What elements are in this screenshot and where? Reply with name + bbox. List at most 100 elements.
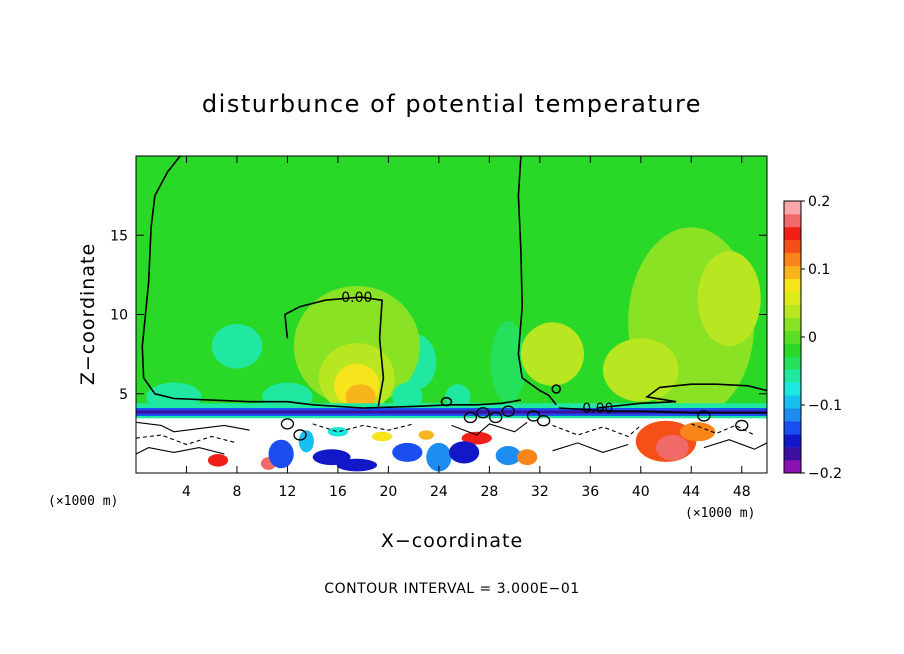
turbulent-ring-4 (526, 410, 541, 422)
chart-title: disturbunce of potential temperature (202, 90, 702, 118)
field-patch-9 (336, 458, 378, 472)
colorbar-tick-label-2: 0 (808, 330, 817, 346)
colorbar-swatch-13 (784, 291, 801, 305)
contour-layer (136, 156, 767, 455)
x-tick-label-1: 8 (232, 484, 241, 500)
y-axis-label: Z−coordinate (77, 243, 99, 385)
x-tick-label-4: 20 (379, 484, 397, 500)
field-patch-11 (426, 442, 452, 472)
field-patch-3 (207, 453, 229, 467)
x-tick-label-5: 24 (430, 484, 448, 500)
x-ticks: 4 8 12 16 20 24 28 32 36 40 44 48 (182, 156, 751, 500)
field-patch-2 (679, 422, 716, 442)
colorbar-tick-label-4: −0.2 (808, 466, 842, 482)
colorbar-ticks: 0.2 0.1 0 −0.1 −0.2 (801, 194, 842, 482)
turbulent-contour-8 (703, 439, 767, 450)
contour-loop-a (440, 396, 453, 407)
colorbar-tick-label-1: 0.1 (808, 262, 830, 278)
turbulent-ring-6 (697, 410, 711, 422)
turbulent-contour-6 (552, 442, 629, 453)
colorbar-swatch-4 (784, 408, 801, 422)
x-tick-label-0: 4 (182, 484, 191, 500)
field-patch-14 (517, 449, 538, 466)
turbulent-ring-2 (489, 411, 503, 424)
field-blob-3 (211, 324, 263, 369)
contour-loop-b (551, 384, 562, 394)
field-patch-15 (371, 431, 393, 442)
x-tick-label-9: 40 (632, 484, 650, 500)
field-patch-16 (418, 430, 434, 440)
colorbar-swatch-10 (784, 330, 801, 344)
colorbar-swatch-0 (784, 460, 801, 474)
contour-label-1: 0.00 (582, 401, 613, 417)
colorbar-swatch-5 (784, 395, 801, 409)
plot-area (136, 156, 767, 473)
colorbar-tick-label-0: 0.2 (808, 194, 830, 210)
field-patch-7 (298, 430, 314, 453)
x-unit-label-right: (×1000 m) (685, 506, 755, 521)
x-tick-label-2: 12 (279, 484, 297, 500)
contour-label-0: 0.00 (341, 290, 372, 306)
turbulent-contour-4 (451, 421, 528, 436)
colorbar-swatch-9 (784, 343, 801, 357)
field-patch-12 (448, 441, 480, 464)
y-ticks: 5 10 15 (110, 228, 767, 403)
colorbar-swatch-17 (784, 239, 801, 254)
colorbar-swatch-3 (784, 421, 801, 435)
colorbar-swatch-16 (784, 252, 801, 267)
contour-labels: 0.00 0.00 (341, 290, 613, 417)
contour-line-1 (517, 156, 557, 406)
x-tick-label-8: 36 (581, 484, 599, 500)
colorbar (783, 200, 802, 474)
turbulent-ring-3 (501, 405, 515, 417)
field-patch-17 (327, 427, 349, 437)
colorbar-swatch-20 (784, 201, 801, 215)
colorbar-swatch-1 (784, 447, 801, 461)
field-patch-13 (495, 446, 521, 466)
x-tick-label-11: 48 (733, 484, 751, 500)
x-tick-label-7: 32 (531, 484, 549, 500)
field-patch-8 (312, 449, 351, 466)
x-unit-label-left: (×1000 m) (48, 494, 118, 509)
field-patch-1 (655, 434, 689, 461)
field-patch-6 (268, 439, 294, 469)
turbulent-contour-2 (136, 447, 225, 455)
cold-band-core (136, 410, 767, 414)
field-blob-5 (490, 320, 526, 404)
field-blob-11 (520, 322, 585, 386)
contour-line-3 (596, 383, 767, 409)
contour-line-0 (141, 156, 522, 409)
y-tick-label-1: 10 (110, 308, 128, 324)
turbulent-contour-5 (552, 424, 642, 438)
colorbar-swatch-6 (784, 382, 801, 396)
field-blob-13 (697, 251, 761, 347)
colorbar-swatch-12 (784, 304, 801, 318)
turbulent-ring-1 (476, 407, 490, 419)
colorbar-swatch-19 (784, 213, 801, 228)
contour-line-4 (558, 407, 767, 414)
contour-interval-note: CONTOUR INTERVAL = 3.000E−01 (324, 581, 579, 597)
turbulent-contour-0 (136, 421, 250, 433)
x-tick-label-6: 28 (480, 484, 498, 500)
colorbar-swatch-11 (784, 317, 801, 331)
field-blob-0 (192, 262, 307, 351)
colorbar-swatch-2 (784, 434, 801, 448)
turbulent-ring-7 (735, 419, 749, 432)
turbulent-contour-1 (136, 434, 238, 446)
field-patch-10 (392, 442, 423, 462)
colorbar-swatch-15 (784, 265, 801, 280)
x-tick-label-3: 16 (329, 484, 347, 500)
field-layer (136, 227, 767, 473)
field-patch-5 (461, 431, 492, 445)
x-axis-label: X−coordinate (381, 530, 523, 552)
y-tick-label-0: 5 (119, 387, 128, 403)
contour-line-2 (284, 296, 385, 407)
field-blob-12 (602, 338, 679, 402)
colorbar-swatch-7 (784, 369, 801, 383)
turbulent-ring-5 (536, 415, 551, 427)
x-tick-label-10: 44 (682, 484, 700, 500)
colorbar-swatch-14 (784, 278, 801, 292)
turbulent-ring-0 (463, 411, 478, 424)
colorbar-swatch-8 (784, 356, 801, 370)
